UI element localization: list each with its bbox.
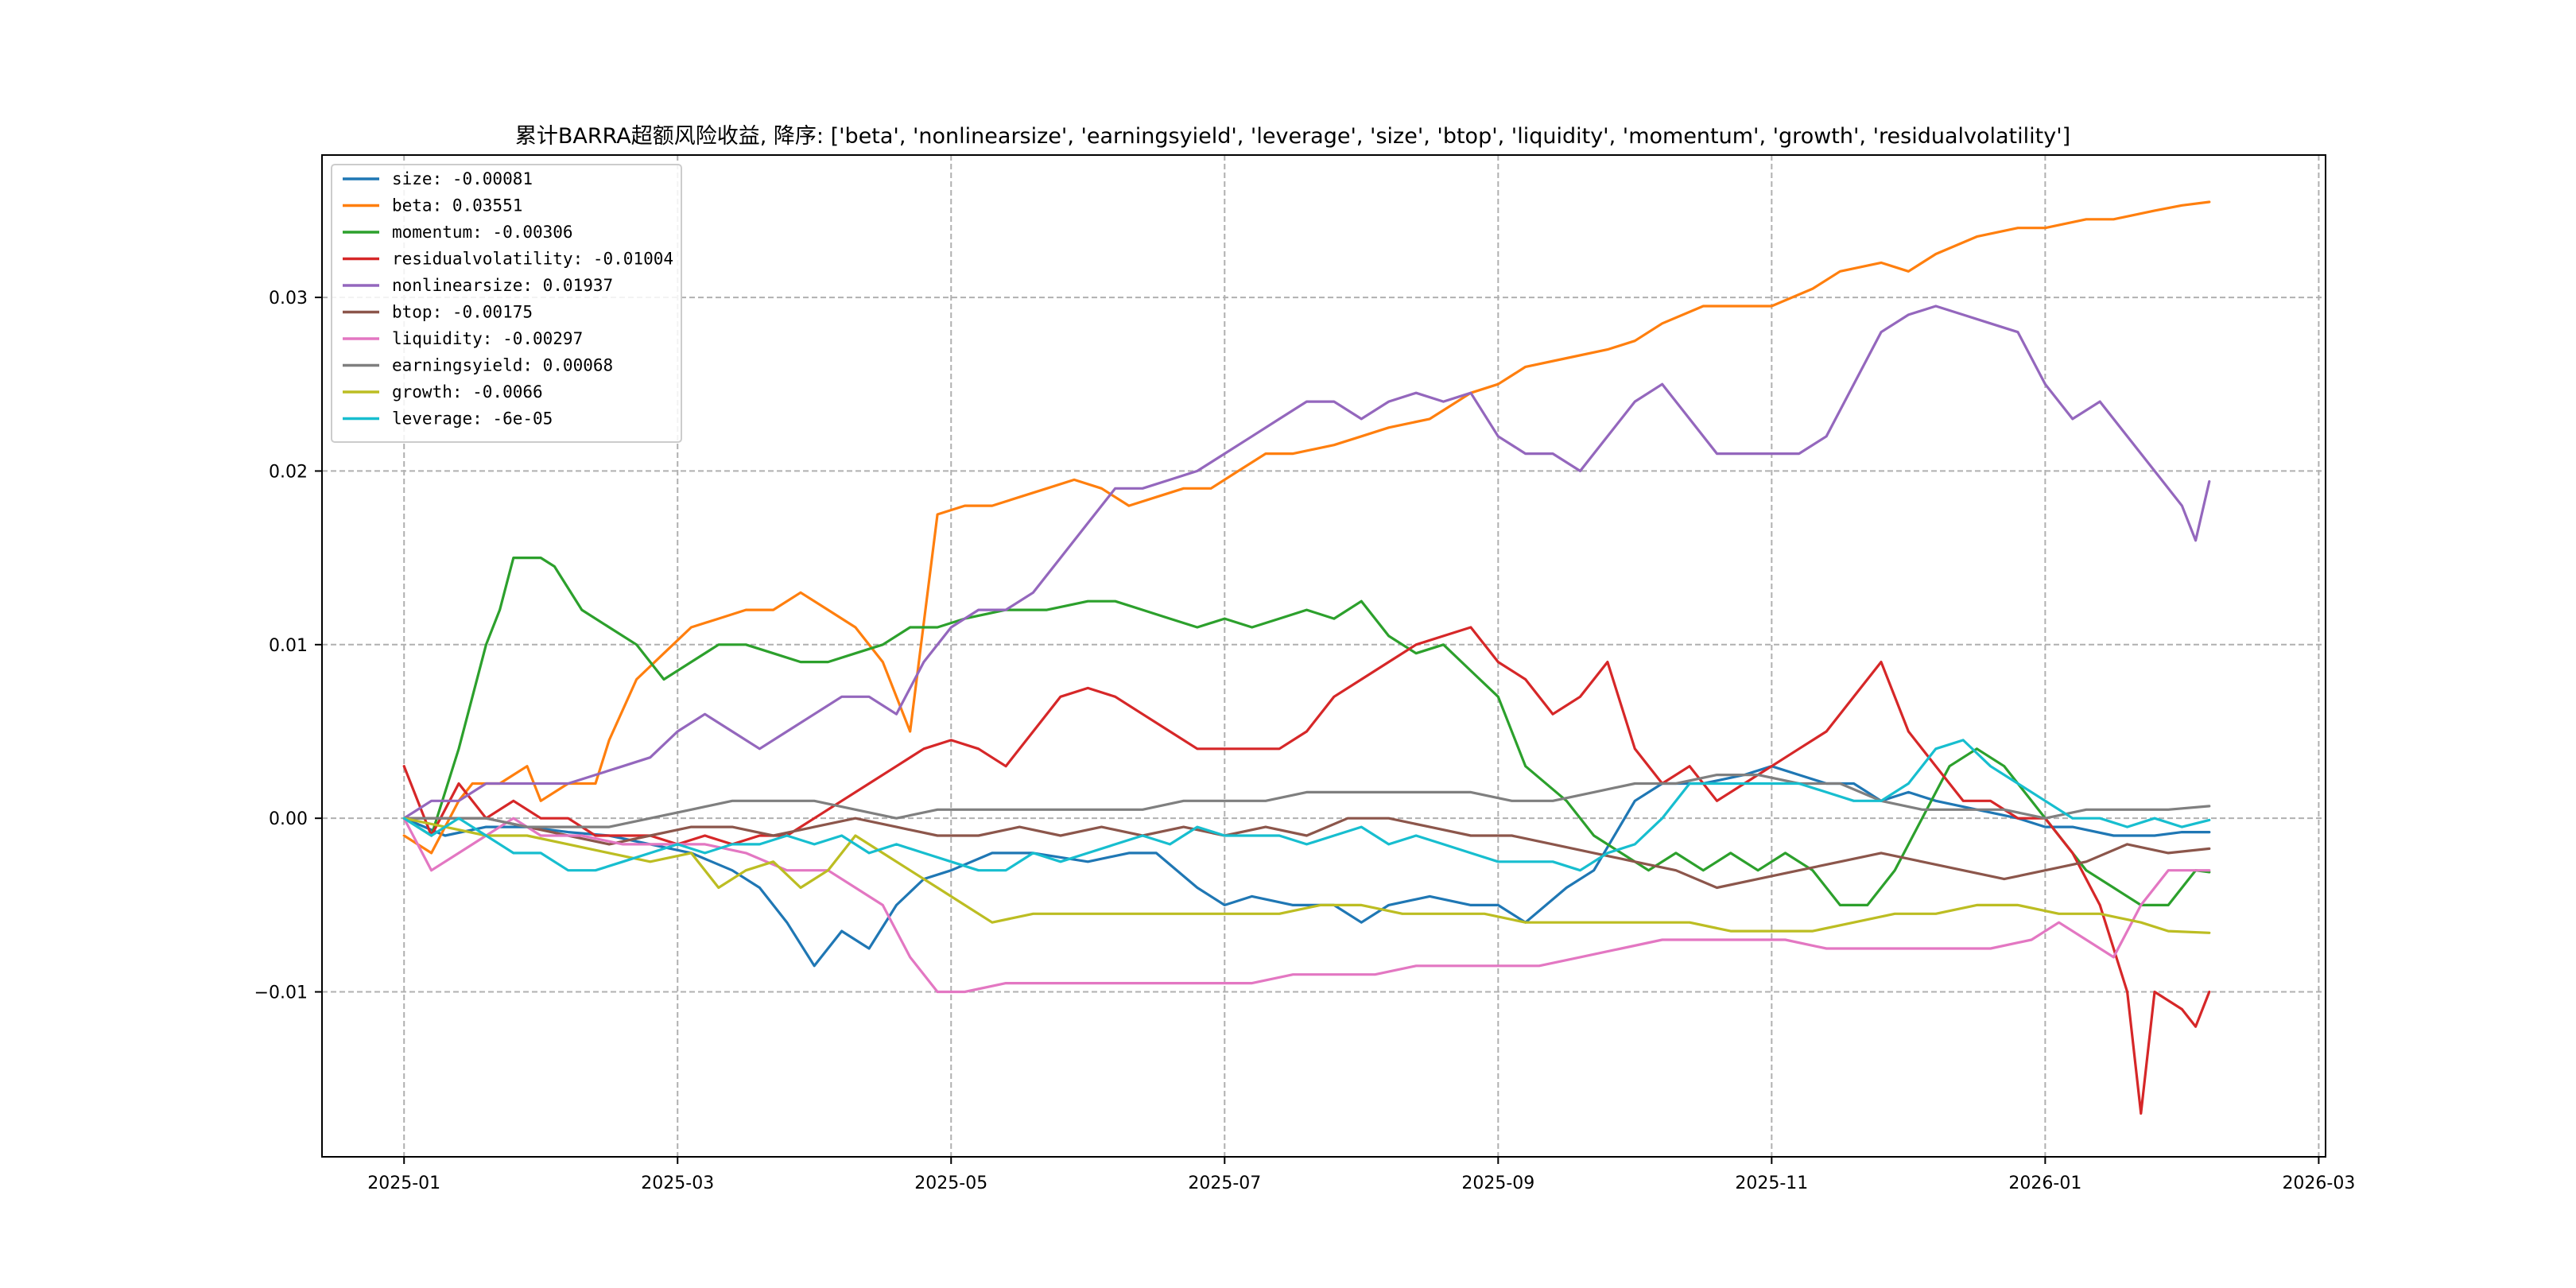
- series-line-beta: [402, 200, 2211, 855]
- x-tick-label: 2025-09: [1461, 1174, 1534, 1193]
- y-tick-label: 0.02: [269, 462, 308, 482]
- series-line-liquidity: [402, 817, 2211, 994]
- axes: 2025-01 2025-03 2025-05 2025-07 2025-09 2025-…: [254, 289, 2356, 1193]
- x-tick-label: 2026-03: [2282, 1174, 2355, 1193]
- series-line-residualvolatility: [402, 626, 2211, 1115]
- series-line-nonlinearsize: [402, 305, 2211, 820]
- series-line-size: [402, 765, 2211, 968]
- x-tick-label: 2025-03: [641, 1174, 714, 1193]
- series-line-leverage: [402, 739, 2211, 872]
- series-line-btop: [402, 817, 2211, 890]
- legend-label-nonlinearsize: nonlinearsize: 0.01937: [392, 276, 613, 295]
- series-line-earningsyield: [402, 773, 2211, 828]
- x-tick-label: 2026-01: [2008, 1174, 2081, 1193]
- x-tick-label: 2025-07: [1188, 1174, 1261, 1193]
- legend-label-leverage: leverage: -6e-05: [392, 409, 553, 429]
- legend-label-btop: btop: -0.00175: [392, 303, 533, 322]
- legend-label-earningsyield: earningsyield: 0.00068: [392, 356, 613, 375]
- x-tick-label: 2025-05: [914, 1174, 987, 1193]
- plot-frame: [321, 154, 2326, 1158]
- chart-title: 累计BARRA超额风险收益, 降序: ['beta', 'nonlinearsi…: [515, 124, 2070, 149]
- series-line-growth: [402, 817, 2211, 934]
- legend-box: [331, 164, 682, 443]
- legend-label-growth: growth: -0.0066: [392, 382, 543, 402]
- y-tick-label: 0.01: [269, 636, 308, 656]
- legend-label-residualvolatility: residualvolatility: -0.01004: [392, 250, 673, 269]
- y-tick-label: 0.00: [269, 809, 308, 829]
- series-line-momentum: [402, 556, 2211, 907]
- legend-label-beta: beta: 0.03551: [392, 196, 522, 215]
- legend-label-size: size: -0.00081: [392, 169, 533, 188]
- legend: size: -0.00081 beta: 0.03551 momentum: -0.…: [331, 164, 682, 443]
- series-group: [402, 200, 2211, 1115]
- y-tick-label: −0.01: [254, 983, 308, 1003]
- legend-label-liquidity: liquidity: -0.00297: [392, 329, 583, 348]
- y-tick-label: 0.03: [269, 289, 308, 308]
- x-tick-label: 2025-01: [367, 1174, 440, 1193]
- x-tick-label: 2025-11: [1735, 1174, 1808, 1193]
- legend-label-momentum: momentum: -0.00306: [392, 223, 573, 242]
